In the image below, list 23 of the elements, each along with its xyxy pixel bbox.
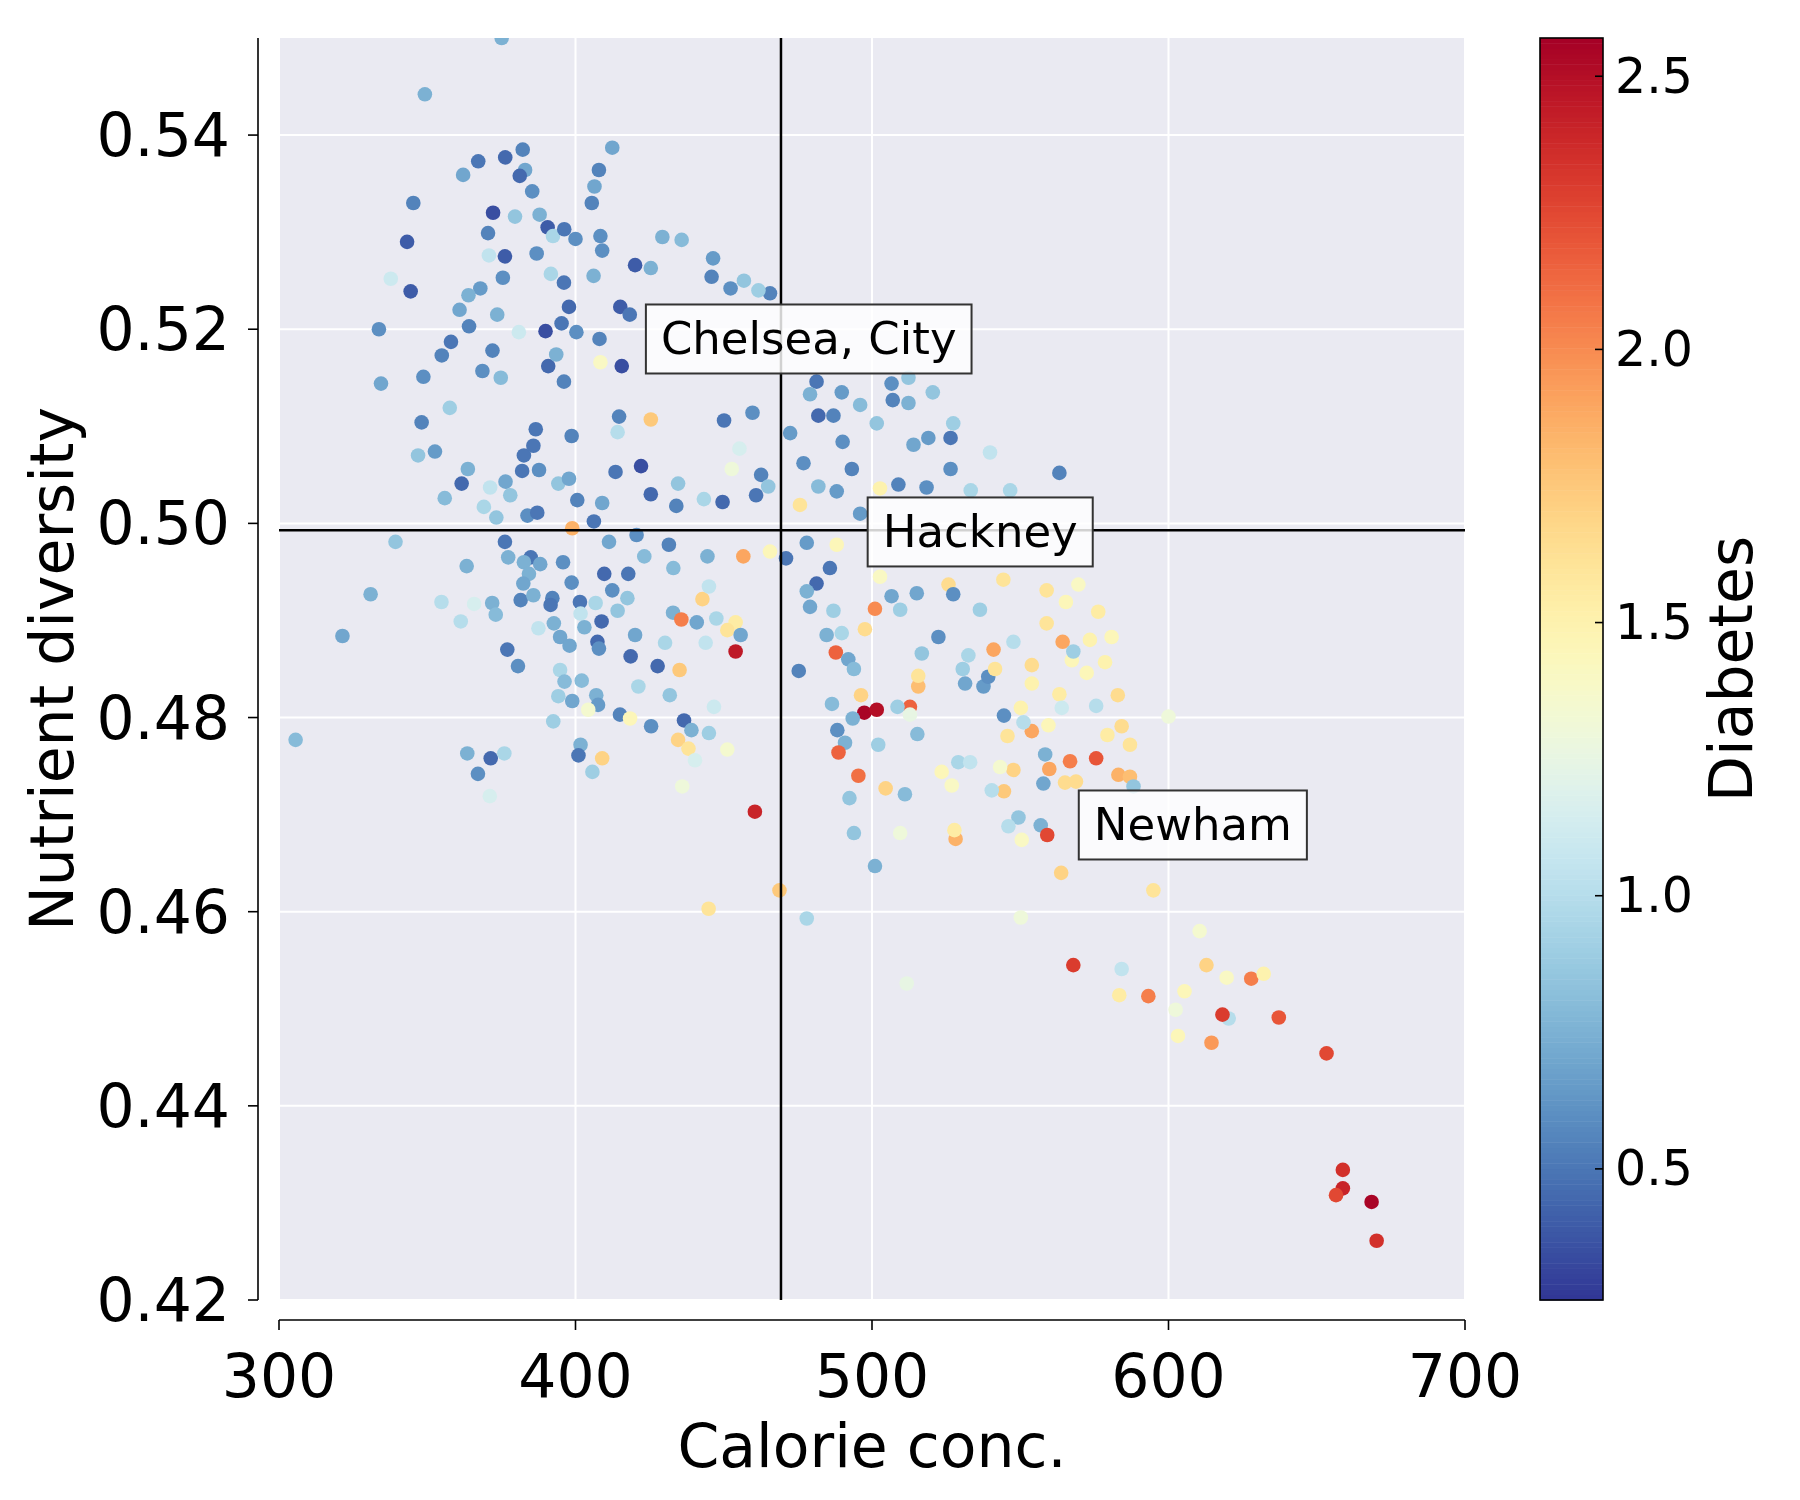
- x-tick-label: 700: [1407, 1341, 1523, 1411]
- x-tick-label: 300: [221, 1341, 337, 1411]
- y-tick-label: 0.44: [96, 1070, 230, 1141]
- color-bar-label: 0.5: [1615, 1140, 1693, 1198]
- y-tick-label: 0.54: [96, 100, 230, 171]
- annotation: Hackney: [882, 505, 1078, 559]
- annotation: Newham: [1093, 798, 1292, 852]
- color-bar-label: 1.5: [1615, 594, 1693, 652]
- color-bar-label: 2.5: [1615, 47, 1693, 105]
- x-tick-label: 500: [814, 1341, 930, 1411]
- x-tick-label: 600: [1111, 1341, 1226, 1411]
- color-bar-label: 2.0: [1615, 320, 1693, 378]
- x-axis-title: Calorie conc.: [677, 1411, 1067, 1481]
- x-tick-label: 400: [518, 1341, 633, 1411]
- y-tick-label: 0.46: [96, 876, 230, 947]
- y-tick-label: 0.48: [96, 682, 230, 753]
- color-bar-title: Diabetes: [1696, 535, 1766, 803]
- y-tick-label: 0.52: [96, 294, 230, 365]
- y-axis-title: Nutrient diversity: [17, 406, 87, 932]
- y-tick-label: 0.50: [96, 488, 230, 559]
- y-tick-label: 0.42: [96, 1265, 230, 1335]
- color-bar-label: 1.0: [1615, 867, 1693, 925]
- annotation: Chelsea, City: [660, 312, 957, 366]
